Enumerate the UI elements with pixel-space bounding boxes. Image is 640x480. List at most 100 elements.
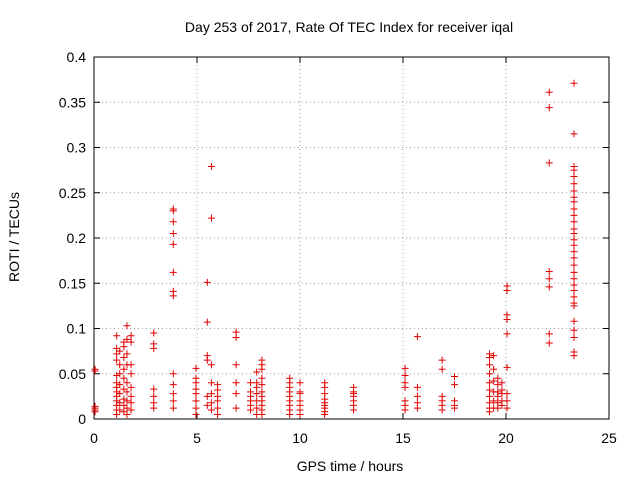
- data-point: [253, 390, 261, 398]
- data-point: [214, 397, 222, 405]
- data-point: [116, 370, 124, 378]
- data-point: [451, 381, 458, 389]
- axis-ticks: [93, 56, 610, 420]
- data-point: [169, 397, 177, 405]
- data-point: [350, 406, 358, 414]
- data-point: [570, 218, 578, 226]
- data-point: [570, 211, 578, 219]
- data-point: [169, 218, 177, 226]
- data-point: [570, 241, 578, 249]
- data-point: [232, 404, 240, 412]
- data-point: [486, 379, 494, 387]
- data-point: [570, 275, 578, 283]
- data-point: [570, 326, 578, 334]
- data-point: [486, 353, 494, 361]
- data-point: [253, 368, 261, 376]
- x-tick-label: 5: [193, 430, 201, 446]
- data-point: [207, 399, 215, 407]
- data-point: [570, 205, 578, 213]
- data-point: [169, 370, 177, 378]
- data-point: [169, 207, 177, 215]
- y-tick-label: 0: [78, 411, 86, 427]
- data-point: [192, 364, 200, 372]
- data-point: [413, 404, 421, 412]
- data-point: [503, 363, 511, 371]
- data-point: [486, 370, 494, 378]
- data-point: [413, 392, 421, 400]
- data-point: [503, 397, 511, 405]
- data-point: [486, 392, 494, 400]
- data-point: [438, 365, 446, 373]
- data-point: [127, 332, 135, 340]
- x-tick-label: 25: [601, 430, 617, 446]
- data-point: [214, 404, 222, 412]
- y-tick-label: 0.3: [67, 140, 87, 156]
- data-point: [570, 254, 578, 262]
- data-point: [150, 329, 158, 337]
- data-point: [116, 361, 124, 369]
- data-point: [91, 367, 99, 375]
- data-point: [258, 381, 266, 389]
- data-point: [570, 198, 578, 206]
- data-point: [127, 338, 135, 346]
- data-point: [570, 166, 578, 174]
- data-point: [321, 410, 329, 418]
- data-point: [120, 365, 128, 373]
- data-point: [570, 79, 578, 87]
- data-point: [150, 385, 158, 393]
- data-point: [570, 334, 578, 342]
- data-points: [91, 79, 578, 418]
- data-point: [247, 406, 255, 414]
- data-point: [570, 229, 578, 237]
- data-point: [207, 214, 215, 222]
- data-point: [486, 386, 494, 394]
- data-point: [570, 130, 578, 138]
- y-tick-labels: 0 0.05 0.1 0.15 0.2 0.25 0.3 0.35 0.4: [59, 49, 86, 427]
- data-point: [401, 406, 409, 414]
- data-point: [413, 383, 421, 391]
- data-point: [207, 361, 215, 369]
- data-point: [150, 344, 158, 352]
- data-point: [545, 283, 553, 291]
- data-point: [123, 404, 131, 412]
- data-point: [214, 410, 222, 418]
- data-point: [247, 379, 255, 387]
- data-point: [207, 406, 215, 414]
- data-point: [545, 267, 553, 275]
- y-tick-label: 0.25: [59, 185, 86, 201]
- data-point: [232, 334, 240, 342]
- data-point: [203, 318, 211, 326]
- chart-title: Day 253 of 2017, Rate Of TEC Index for r…: [185, 19, 513, 35]
- data-point: [286, 410, 294, 418]
- data-point: [570, 261, 578, 269]
- data-point: [113, 372, 121, 380]
- data-point: [113, 410, 121, 418]
- data-point: [120, 353, 128, 361]
- data-point: [192, 397, 200, 405]
- data-point: [570, 352, 578, 360]
- data-point: [545, 330, 553, 338]
- data-point: [116, 347, 124, 355]
- data-point: [123, 335, 131, 343]
- data-point: [120, 374, 128, 382]
- data-point: [169, 292, 177, 300]
- grid-lines: [94, 57, 609, 419]
- data-point: [321, 383, 329, 391]
- data-point: [120, 395, 128, 403]
- x-tick-labels: 0 5 10 15 20 25: [90, 430, 617, 446]
- data-point: [127, 406, 135, 414]
- data-point: [169, 229, 177, 237]
- data-point: [127, 370, 135, 378]
- data-point: [570, 286, 578, 294]
- data-point: [91, 408, 99, 416]
- plot-frame: [93, 56, 610, 420]
- data-point: [494, 374, 502, 382]
- data-point: [207, 379, 215, 387]
- data-point: [486, 408, 494, 416]
- data-point: [232, 361, 240, 369]
- y-tick-label: 0.05: [59, 366, 86, 382]
- data-point: [545, 104, 553, 112]
- data-point: [127, 361, 135, 369]
- x-tick-label: 0: [90, 430, 98, 446]
- data-point: [169, 268, 177, 276]
